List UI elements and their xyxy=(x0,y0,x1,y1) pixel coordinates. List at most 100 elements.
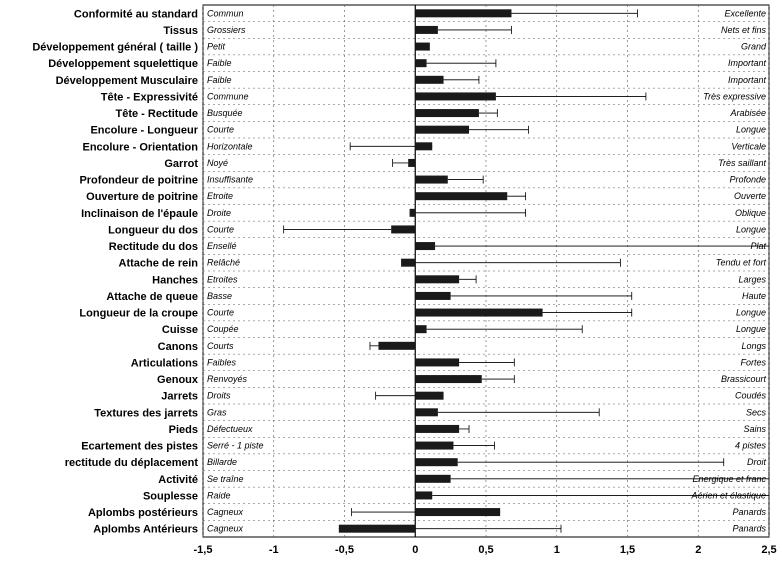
x-tick-label: 2 xyxy=(695,544,701,556)
bar xyxy=(415,275,460,284)
high-category-label: 4 pistes xyxy=(735,441,767,451)
trait-label: Attache de rein xyxy=(119,258,199,270)
bar xyxy=(415,474,451,483)
trait-label: Longueur du dos xyxy=(108,224,198,236)
bar xyxy=(415,408,438,417)
bar xyxy=(415,358,460,367)
low-category-label: Courte xyxy=(207,125,234,135)
low-category-label: Défectueux xyxy=(207,424,253,434)
trait-label: Conformité au standard xyxy=(74,8,198,20)
trait-label: Cuisse xyxy=(162,324,198,336)
trait-label: Encolure - Longueur xyxy=(90,125,198,137)
low-category-label: Etroite xyxy=(207,191,233,201)
low-category-label: Courte xyxy=(207,224,234,234)
bar xyxy=(415,508,501,517)
bar xyxy=(415,109,479,118)
high-category-label: Très expressive xyxy=(703,91,766,101)
low-category-label: Gras xyxy=(207,407,227,417)
bar xyxy=(415,59,427,68)
trait-label: Tissus xyxy=(163,25,198,37)
low-category-label: Se traîne xyxy=(207,474,244,484)
bar xyxy=(408,158,416,167)
trait-label: rectitude du déplacement xyxy=(65,457,199,469)
bar xyxy=(415,142,433,151)
bar xyxy=(415,75,444,84)
x-tick-label: 1 xyxy=(554,544,560,556)
trait-label: Aplombs Antérieurs xyxy=(93,524,198,536)
bar xyxy=(415,491,433,500)
bar xyxy=(409,208,416,217)
trait-label: Garrot xyxy=(164,158,198,170)
low-category-label: Basse xyxy=(207,291,232,301)
trait-labels: Conformité au standard Tissus Développemen… xyxy=(32,8,199,535)
bar xyxy=(415,42,430,51)
high-category-label: Arabisée xyxy=(729,108,766,118)
low-category-label: Ensellé xyxy=(207,241,237,251)
trait-label: Ecartement des pistes xyxy=(81,441,198,453)
low-category-label: Insuffisante xyxy=(207,175,253,185)
high-category-label: Tendu et fort xyxy=(716,258,767,268)
high-category-label: Coudés xyxy=(735,391,767,401)
bar xyxy=(415,391,444,400)
bar xyxy=(338,524,416,533)
x-tick-label: -0,5 xyxy=(335,544,354,556)
trait-label: Inclinaison de l'épaule xyxy=(81,208,198,220)
bar xyxy=(415,242,436,251)
high-category-label: Ouverte xyxy=(734,191,766,201)
high-category-label: Longs xyxy=(741,341,766,351)
trait-label: Pieds xyxy=(169,424,198,436)
low-category-label: Commun xyxy=(207,8,244,18)
trait-label: Souplesse xyxy=(143,490,198,502)
x-tick-label: 0 xyxy=(412,544,418,556)
high-category-label: Energique et franc xyxy=(692,474,766,484)
trait-label: Développement squelettique xyxy=(48,58,198,70)
high-category-label: Plat xyxy=(750,241,766,251)
low-category-label: Courts xyxy=(207,341,234,351)
bar xyxy=(378,341,416,350)
trait-label: Activité xyxy=(158,474,198,486)
trait-label: Articulations xyxy=(131,357,198,369)
bar xyxy=(415,424,460,433)
high-category-label: Longue xyxy=(736,324,766,334)
low-category-label: Horizontale xyxy=(207,141,253,151)
trait-label: Développement Musculaire xyxy=(56,75,198,87)
low-category-label: Cagneux xyxy=(207,524,244,534)
x-tick-label: 2,5 xyxy=(761,544,776,556)
high-category-label: Oblique xyxy=(735,208,766,218)
low-category-label: Noyé xyxy=(207,158,228,168)
low-category-label: Droits xyxy=(207,391,231,401)
trait-label: Hanches xyxy=(152,274,198,286)
trait-label: Jarrets xyxy=(161,391,198,403)
x-tick-label: -1 xyxy=(269,544,279,556)
bar xyxy=(415,175,448,184)
trait-label: Canons xyxy=(158,341,198,353)
low-category-label: Busquée xyxy=(207,108,243,118)
high-category-label: Panards xyxy=(732,524,766,534)
low-category-label: Cagneux xyxy=(207,507,244,517)
high-category-label: Important xyxy=(728,58,767,68)
high-category-label: Larges xyxy=(738,274,766,284)
bar xyxy=(415,291,451,300)
grid-lines xyxy=(202,5,770,537)
high-category-label: Excellente xyxy=(724,8,766,18)
bar xyxy=(415,458,458,467)
bar xyxy=(415,92,496,101)
high-category-label: Longue xyxy=(736,224,766,234)
low-category-label: Petit xyxy=(207,42,226,52)
trait-label: Rectitude du dos xyxy=(109,241,198,253)
trait-label: Encolure - Orientation xyxy=(82,141,198,153)
bar xyxy=(415,192,508,201)
high-category-label: Longue xyxy=(736,125,766,135)
bar xyxy=(401,258,416,267)
trait-label: Textures des jarrets xyxy=(94,407,198,419)
bar xyxy=(415,9,512,18)
bar xyxy=(415,325,427,334)
high-category-label: Nets et fins xyxy=(721,25,767,35)
bar xyxy=(415,441,454,450)
low-category-label: Grossiers xyxy=(207,25,246,35)
x-tick-label: 1,5 xyxy=(620,544,635,556)
high-category-label: Grand xyxy=(741,42,767,52)
low-category-label: Faible xyxy=(207,58,232,68)
low-category-label: Etroites xyxy=(207,274,238,284)
trait-label: Genoux xyxy=(157,374,199,386)
